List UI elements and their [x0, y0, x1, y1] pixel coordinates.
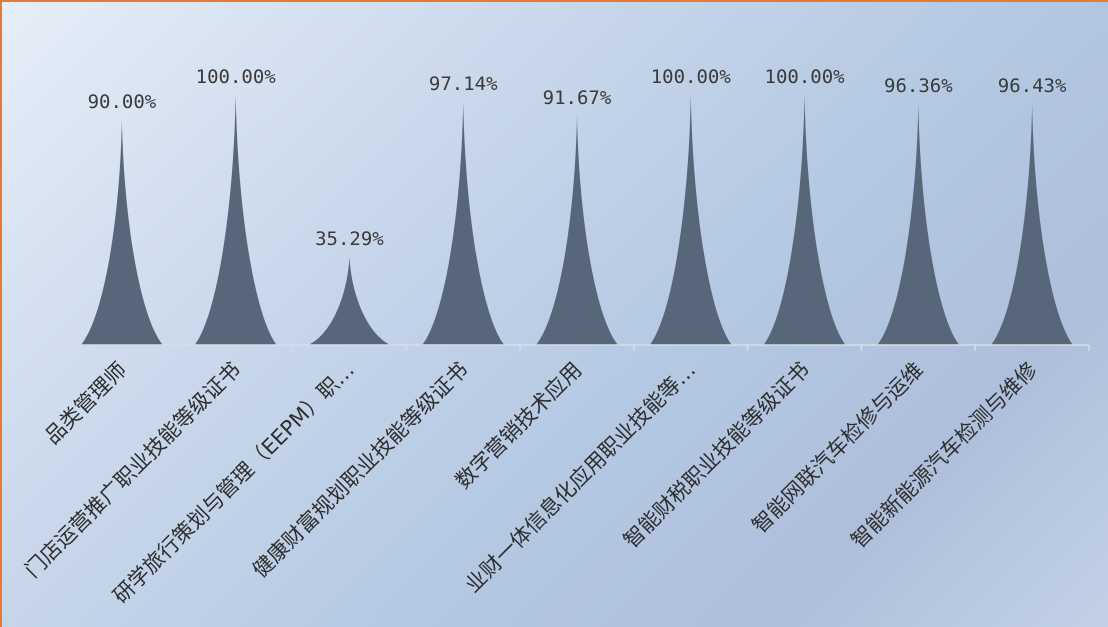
category-label: 智能财税职业技能等级证书 [619, 358, 814, 553]
data-label: 100.00% [765, 66, 846, 88]
data-label: 100.00% [196, 66, 277, 88]
spike-bar [877, 104, 960, 345]
data-labels-layer: 90.00% 100.00% 35.29% 97.14% 91.67% 100.00% 10… [88, 66, 1067, 250]
spike-bar [991, 103, 1074, 345]
spike-bar [194, 95, 277, 345]
spike-bar [80, 120, 163, 345]
category-label: 门店运营推广职业技能等级证书 [20, 358, 245, 583]
data-label: 91.67% [543, 87, 612, 109]
spike-bar [536, 115, 618, 345]
bars-layer [80, 95, 1074, 346]
data-label: 96.43% [998, 75, 1067, 97]
spike-bar [649, 95, 732, 345]
spike-bar [422, 102, 505, 346]
category-label: 智能新能源汽车检测与维修 [846, 358, 1041, 553]
spike-bar [763, 95, 846, 345]
data-label: 96.36% [884, 75, 953, 97]
spike-bar [308, 256, 391, 345]
category-label: 健康财富规划职业技能等级证书 [248, 358, 473, 583]
data-label: 90.00% [88, 91, 157, 113]
category-label: 数字营销技术应用 [451, 358, 587, 494]
data-label: 35.29% [315, 228, 384, 250]
data-label: 97.14% [429, 73, 498, 95]
category-label: 业财一体信息化应用职业技能等… [461, 358, 701, 598]
data-label: 100.00% [651, 66, 732, 88]
category-label: 品类管理师 [40, 358, 131, 449]
category-label: 研学旅行策划与管理（EEPM）职… [108, 358, 359, 609]
x-axis-ticks [64, 345, 1090, 351]
category-labels-layer: 品类管理师门店运营推广职业技能等级证书研学旅行策划与管理（EEPM）职…健康财富… [20, 358, 1041, 609]
